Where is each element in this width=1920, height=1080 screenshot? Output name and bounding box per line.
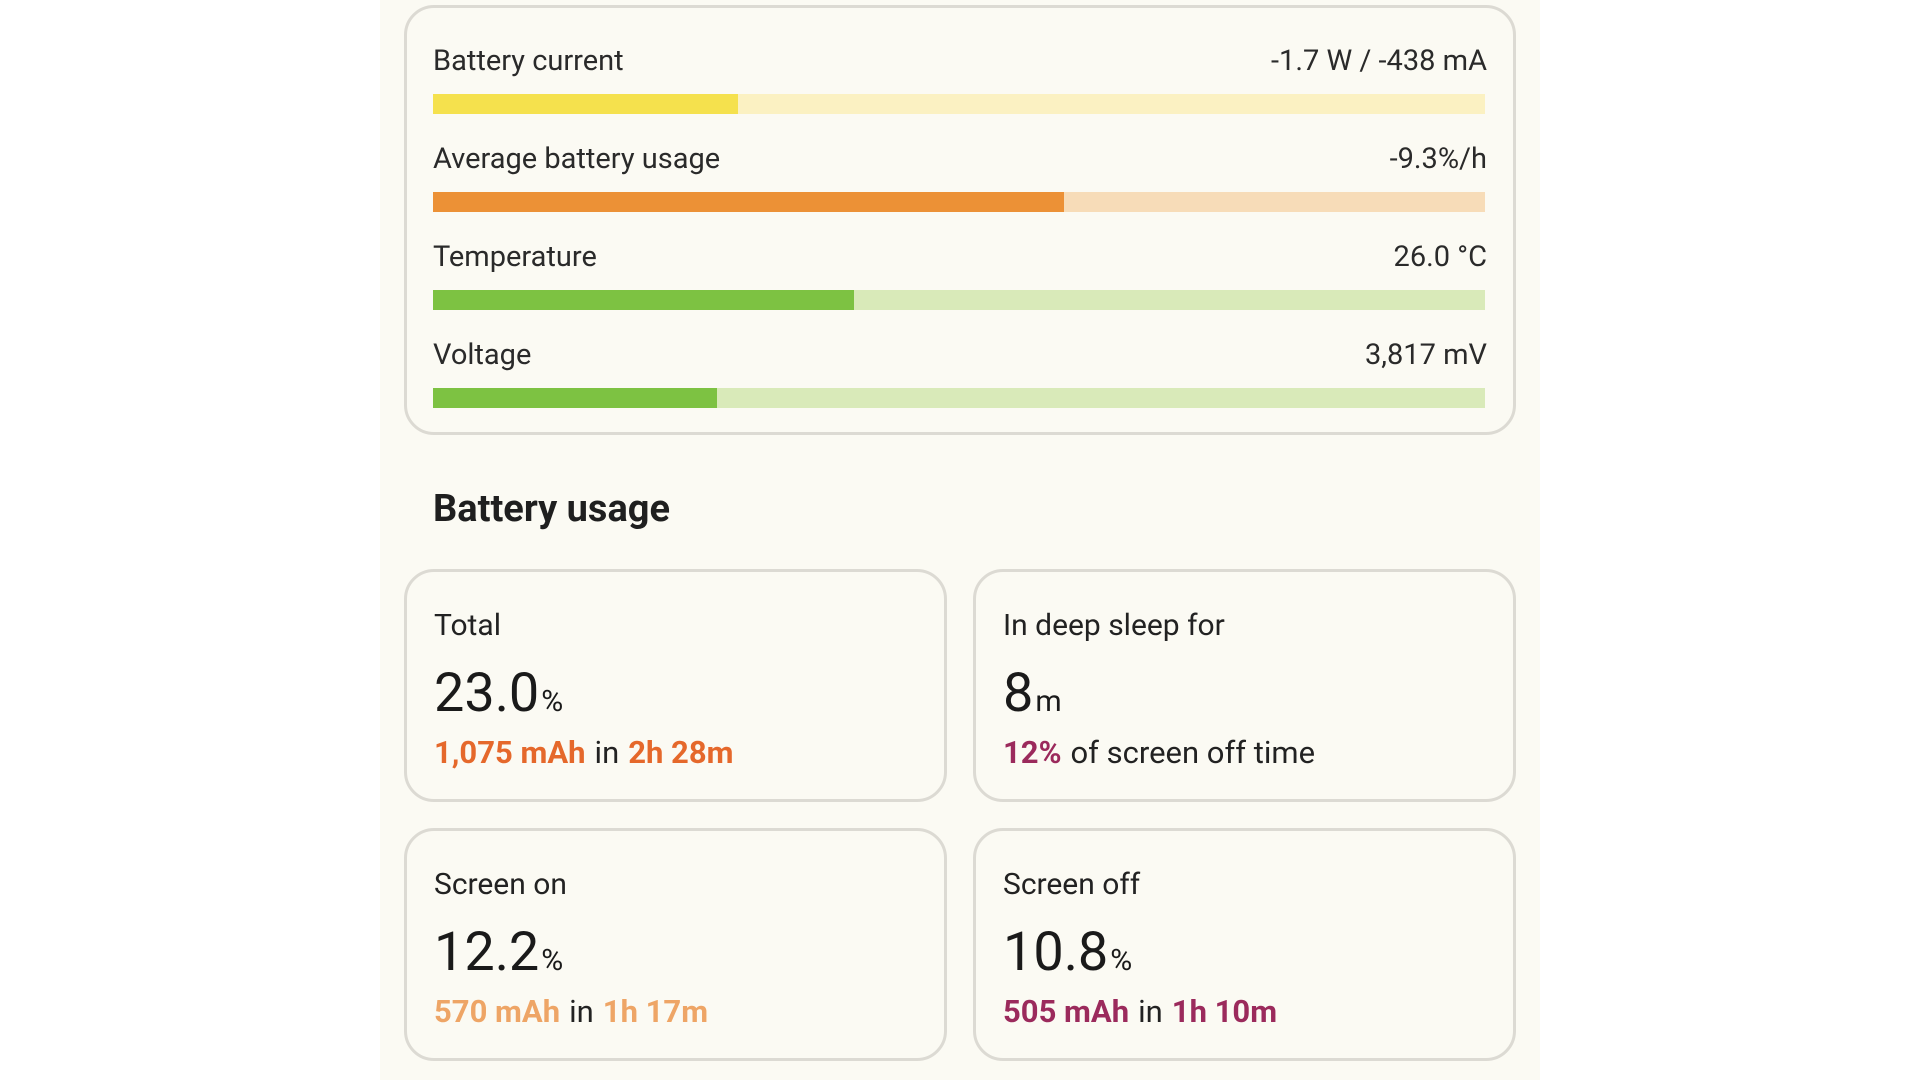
metric-value: 3,817 mV bbox=[1365, 338, 1487, 372]
card-value: 8m bbox=[1003, 662, 1062, 734]
progress-fill bbox=[433, 388, 718, 408]
card-title: In deep sleep for bbox=[1003, 608, 1225, 643]
progress-track bbox=[433, 290, 1485, 310]
value-number: 10.8 bbox=[1003, 921, 1109, 984]
card-value: 10.8% bbox=[1003, 921, 1132, 993]
detail-text: 1h 17m bbox=[602, 993, 709, 1030]
card-value: 23.0% bbox=[434, 662, 563, 734]
detail-text: 1h 10m bbox=[1171, 993, 1278, 1030]
detail-text: 570 mAh bbox=[434, 993, 561, 1030]
battery-status-card: Battery current -1.7 W / -438 mA Average b… bbox=[404, 5, 1516, 435]
detail-text: 1,075 mAh bbox=[434, 734, 586, 771]
card-title: Total bbox=[434, 608, 501, 643]
card-title: Screen off bbox=[1003, 867, 1141, 902]
usage-card: Total 23.0% 1,075 mAh in 2h 28m bbox=[404, 569, 947, 802]
metric-label: Temperature bbox=[433, 240, 597, 274]
metric-label: Battery current bbox=[433, 44, 624, 78]
detail-text: in bbox=[594, 734, 620, 771]
progress-track bbox=[433, 192, 1485, 212]
value-unit: % bbox=[541, 943, 564, 978]
detail-text: in bbox=[1138, 993, 1163, 1030]
detail-text: 2h 28m bbox=[628, 734, 734, 771]
value-unit: % bbox=[541, 684, 564, 719]
metric-value: -1.7 W / -438 mA bbox=[1271, 44, 1487, 78]
value-number: 12.2 bbox=[434, 921, 540, 984]
progress-fill bbox=[433, 290, 854, 310]
detail-text: 505 mAh bbox=[1003, 993, 1130, 1030]
card-detail: 1,075 mAh in 2h 28m bbox=[434, 734, 742, 772]
metric-label: Average battery usage bbox=[433, 142, 721, 176]
value-number: 23.0 bbox=[434, 662, 540, 725]
card-value: 12.2% bbox=[434, 921, 563, 993]
section-title: Battery usage bbox=[433, 487, 671, 531]
usage-card: In deep sleep for 8m 12% of screen off time bbox=[973, 569, 1516, 802]
value-unit: % bbox=[1110, 943, 1133, 978]
usage-card: Screen off 10.8% 505 mAh in 1h 10m bbox=[973, 828, 1516, 1061]
card-detail: 505 mAh in 1h 10m bbox=[1003, 993, 1286, 1031]
card-title: Screen on bbox=[434, 867, 567, 902]
progress-track bbox=[433, 94, 1485, 114]
progress-fill bbox=[433, 94, 739, 114]
card-detail: 570 mAh in 1h 17m bbox=[434, 993, 717, 1031]
value-unit: m bbox=[1035, 684, 1062, 719]
progress-fill bbox=[433, 192, 1065, 212]
detail-text: in bbox=[569, 993, 594, 1030]
progress-track bbox=[433, 388, 1485, 408]
metric-value: 26.0 °C bbox=[1393, 240, 1487, 274]
value-number: 8 bbox=[1003, 662, 1034, 725]
usage-card: Screen on 12.2% 570 mAh in 1h 17m bbox=[404, 828, 947, 1061]
metric-value: -9.3%/h bbox=[1389, 142, 1487, 176]
card-detail: 12% of screen off time bbox=[1003, 734, 1324, 772]
metric-label: Voltage bbox=[433, 338, 532, 372]
detail-text: of screen off time bbox=[1070, 734, 1316, 771]
detail-text: 12% bbox=[1003, 734, 1062, 771]
